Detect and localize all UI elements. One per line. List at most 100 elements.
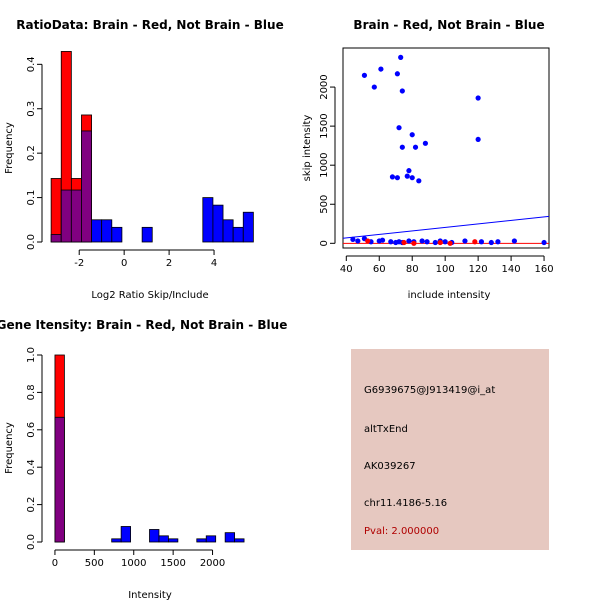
scatter-point-not-brain (406, 168, 412, 174)
ratio-hist-y-tick-label: 0.3 (26, 101, 37, 117)
scatter-point-not-brain (394, 71, 400, 77)
ratio-hist-bar (212, 204, 224, 243)
ratio-hist-bar (222, 219, 234, 243)
scatter-point-not-brain (399, 144, 405, 150)
intensity-hist-xlabel: Intensity (128, 590, 172, 600)
scatter-point-not-brain (406, 238, 412, 244)
intensity-hist-y-tick-label: 0.2 (26, 497, 37, 513)
ratio-hist-bar (50, 178, 62, 243)
event-type: altTxEnd (364, 424, 408, 435)
intensity-hist-title: Gene Itensity: Brain - Red, Not Brain - … (0, 318, 287, 332)
scatter-point-brain (411, 240, 417, 246)
ratio-hist-x-tick-label: 2 (166, 258, 172, 269)
scatter-y-tick-label: 0 (319, 240, 330, 246)
intensity-hist-bar (224, 532, 236, 543)
scatter-panel: Brain - Red, Not Brain - Blue 40 60 80 100 1… (302, 18, 554, 301)
scatter-point-brain (437, 239, 443, 246)
scatter-point-not-brain (388, 239, 394, 245)
scatter-point-not-brain (419, 238, 425, 244)
scatter-x-tick-label: 40 (340, 264, 353, 275)
intensity-hist-x-tick-label: 1500 (160, 558, 185, 569)
scatter-point-not-brain (361, 72, 368, 78)
intensity-hist-y-tick-label: 0.6 (26, 422, 37, 438)
intensity-hist-x-tick-label: 0 (52, 558, 58, 569)
scatter-point-not-brain (389, 174, 396, 180)
scatter-x-tick-label: 120 (469, 264, 488, 275)
scatter-point-not-brain (462, 238, 468, 244)
scatter-point-not-brain (409, 175, 415, 181)
ratio-hist-bar (242, 211, 254, 243)
intensity-hist-bar (168, 538, 179, 543)
intensity-hist-bar (149, 529, 160, 543)
scatter-x-tick-label: 80 (406, 264, 419, 275)
scatter-title: Brain - Red, Not Brain - Blue (353, 18, 544, 32)
intensity-hist-y-tick-label: 0.0 (26, 534, 37, 550)
ratio-hist-title: RatioData: Brain - Red, Not Brain - Blue (16, 18, 283, 32)
ratio-hist-ylabel: Frequency (4, 122, 15, 174)
ratio-hist-bars (50, 51, 254, 243)
scatter-plot-box (342, 47, 550, 249)
intensity-hist-y-tick-label: 1.0 (26, 347, 37, 363)
ratio-hist-y-tick-label: 0.2 (26, 145, 37, 161)
ratio-hist-bar (232, 226, 244, 243)
intensity-hist-bar (158, 535, 169, 543)
scatter-point-not-brain (495, 239, 501, 245)
ratio-hist-bar (101, 219, 113, 243)
intensity-hist-x-tick-label: 2000 (200, 558, 225, 569)
scatter-point-not-brain (379, 237, 386, 243)
intensity-hist-bars (54, 354, 245, 543)
scatter-point-not-brain (488, 239, 494, 246)
scatter-point-not-brain (412, 144, 419, 150)
ratio-hist-axes: -2 0 2 4 0.0 0.1 0.2 0.3 0.4 (26, 56, 217, 269)
intensity-hist-x-tick-label: 1000 (121, 558, 146, 569)
scatter-point-brain (447, 240, 453, 246)
ratio-hist-x-tick-label: 0 (121, 258, 127, 269)
scatter-point-not-brain (394, 175, 400, 181)
scatter-point-not-brain (399, 88, 405, 94)
scatter-point-not-brain (424, 239, 430, 245)
ratio-hist-bar (91, 219, 103, 243)
ratio-hist-overlap-bar (60, 189, 72, 243)
scatter-point-not-brain (478, 239, 485, 245)
scatter-point-not-brain (378, 66, 384, 72)
scatter-x-tick-label: 100 (436, 264, 455, 275)
ratio-hist-x-tick-label: 4 (211, 258, 217, 269)
ratio-hist-xlabel: Log2 Ratio Skip/Include (91, 290, 208, 301)
scatter-y-tick-label: 1000 (319, 152, 330, 177)
accession: AK039267 (364, 461, 416, 472)
ratio-hist-y-tick-label: 0.1 (26, 190, 37, 206)
scatter-points (350, 54, 547, 246)
intensity-hist-y-tick-label: 0.4 (26, 459, 37, 475)
scatter-point-brain (401, 239, 407, 246)
intensity-histogram-panel: Gene Itensity: Brain - Red, Not Brain - … (0, 318, 287, 600)
ratio-hist-x-tick-label: -2 (74, 258, 84, 269)
scatter-point-brain (365, 238, 371, 244)
intensity-hist-overlap-bar (54, 416, 65, 543)
scatter-point-not-brain (541, 239, 547, 246)
scatter-point-brain (472, 239, 478, 245)
intensity-hist-bar (120, 526, 131, 543)
scatter-point-not-brain (398, 54, 404, 60)
scatter-point-not-brain (404, 173, 410, 179)
scatter-point-not-brain (442, 239, 448, 245)
scatter-y-tick-label: 2000 (319, 74, 330, 99)
scatter-ylabel: skip intensity (302, 115, 313, 182)
scatter-point-not-brain (422, 140, 428, 146)
intensity-hist-bar (234, 538, 245, 543)
scatter-point-not-brain (475, 136, 481, 143)
scatter-point-not-brain (432, 239, 438, 246)
intensity-hist-bar (111, 538, 122, 543)
intensity-hist-x-tick-label: 500 (85, 558, 104, 569)
intensity-hist-ylabel: Frequency (4, 422, 15, 474)
ratio-hist-overlap-bar (81, 130, 92, 243)
scatter-point-not-brain (409, 132, 415, 138)
scatter-fit-lines (342, 215, 550, 244)
scatter-point-not-brain (416, 178, 422, 184)
probe-info-box: G6939675@J913419@i_at altTxEnd AK039267 … (351, 349, 549, 550)
intensity-hist-y-tick-label: 0.8 (26, 384, 37, 400)
intensity-hist-axes: 0 500 1000 1500 2000 0.0 0.2 0.4 0.6 0.8 1.0 (26, 347, 225, 569)
intensity-hist-bar (205, 535, 217, 543)
ratio-hist-bar (202, 197, 214, 243)
scatter-x-tick-label: 140 (502, 264, 521, 275)
ratio-hist-overlap-bar (70, 189, 82, 243)
